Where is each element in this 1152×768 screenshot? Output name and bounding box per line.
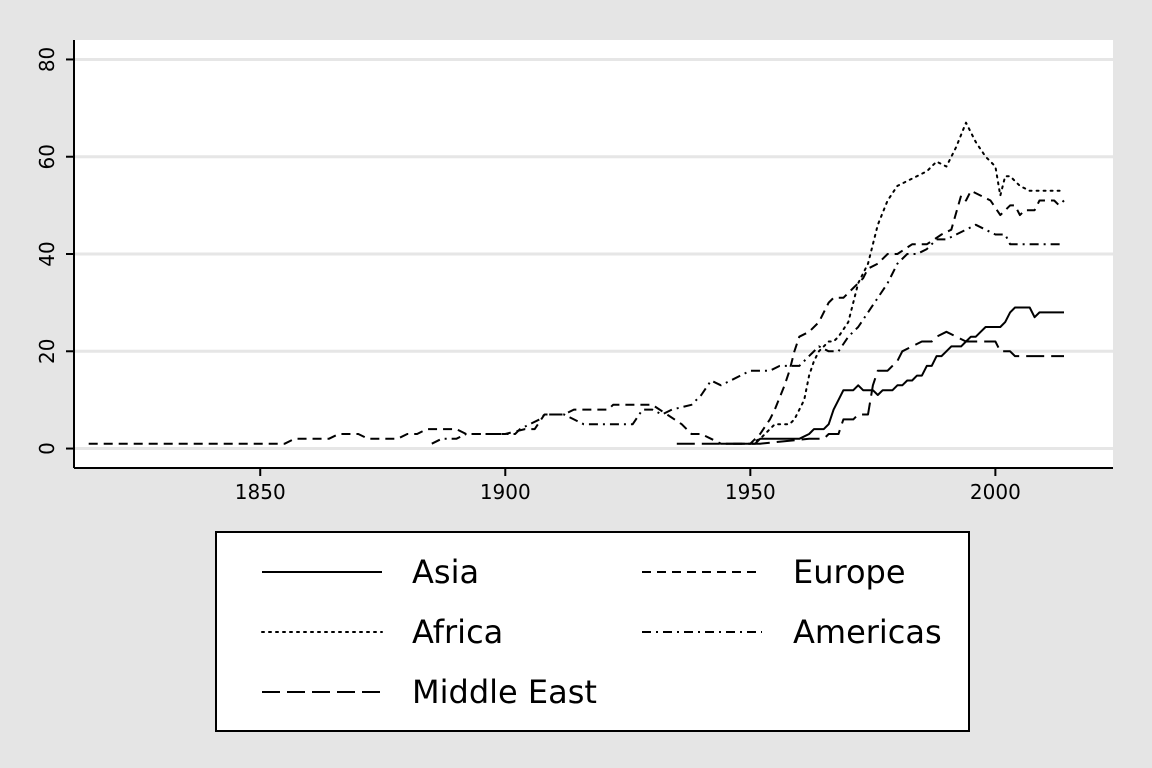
legend: Asia Europe Africa Americas Middle East <box>215 531 970 732</box>
y-tick-label: 80 <box>35 47 59 72</box>
y-tick-label: 20 <box>35 339 59 364</box>
legend-label: Middle East <box>412 673 597 711</box>
legend-label: Americas <box>793 613 942 651</box>
series-line-asia <box>725 306 1064 445</box>
legend-label: Europe <box>793 553 906 591</box>
axes: 0 20 40 60 80 1850 1900 1950 2000 <box>35 47 1021 504</box>
y-tick-label: 0 <box>35 442 59 455</box>
grid <box>74 57 1113 451</box>
legend-label: Africa <box>412 613 503 651</box>
x-tick-label: 1900 <box>480 480 531 504</box>
series-line-americas <box>431 223 1064 445</box>
y-tick-label: 60 <box>35 144 59 169</box>
series-line-europe <box>88 189 1065 445</box>
x-tick-label: 1950 <box>725 480 776 504</box>
y-tick-label: 40 <box>35 241 59 266</box>
x-tick-label: 2000 <box>970 480 1021 504</box>
series-line-africa <box>749 121 1065 445</box>
x-tick-label: 1850 <box>235 480 286 504</box>
legend-label: Asia <box>412 553 479 591</box>
series-line-middle-east <box>676 330 1064 445</box>
series-layer <box>88 121 1065 445</box>
